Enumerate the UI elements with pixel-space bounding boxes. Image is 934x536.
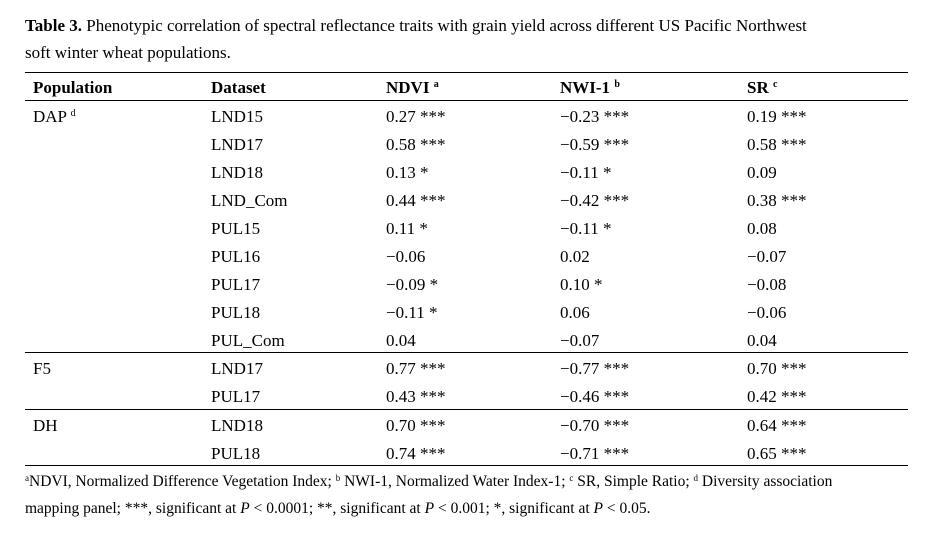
cell-ndvi: −0.09 * — [386, 275, 439, 294]
header-dataset: Dataset — [211, 78, 266, 97]
header-rule — [25, 100, 908, 101]
footnote-mark-c: c — [569, 473, 574, 483]
footnote-line2: mapping panel; ***, significant at P < 0… — [25, 500, 651, 517]
cell-sr: 0.64 *** — [747, 416, 807, 435]
cell-ndvi: 0.74 *** — [386, 444, 446, 463]
cell-sr: −0.07 — [747, 247, 787, 266]
cell-sr: 0.65 *** — [747, 444, 807, 463]
cell-ndvi: −0.06 — [386, 247, 426, 266]
cell-dataset: PUL_Com — [211, 331, 285, 350]
caption-text-line2: soft winter wheat populations. — [25, 43, 231, 62]
footnote-mark-b: b — [335, 473, 341, 483]
group-separator-rule — [25, 352, 908, 353]
footnote-mark-a: a — [25, 473, 29, 483]
header-ndvi: NDVI a — [386, 78, 439, 97]
cell-ndvi: 0.58 *** — [386, 135, 446, 154]
cell-ndvi: 0.44 *** — [386, 191, 446, 210]
table-caption: Table 3. Phenotypic correlation of spect… — [25, 12, 910, 66]
cell-sr: 0.42 *** — [747, 387, 807, 406]
cell-nwi: −0.07 — [560, 331, 600, 350]
cell-sr: 0.04 — [747, 331, 777, 350]
cell-dataset: PUL15 — [211, 219, 261, 238]
top-rule — [25, 72, 908, 73]
header-sr: SR c — [747, 78, 778, 97]
cell-sr: 0.09 — [747, 163, 777, 182]
cell-dataset: LND18 — [211, 163, 263, 182]
footnote-mark-d: d — [693, 473, 699, 483]
cell-dataset: LND_Com — [211, 191, 288, 210]
header-sr-footnote-mark: c — [772, 79, 778, 90]
bottom-rule — [25, 465, 908, 466]
header-nwi-footnote-mark: b — [614, 79, 620, 90]
cell-ndvi: −0.11 * — [386, 303, 438, 322]
cell-sr: 0.58 *** — [747, 135, 807, 154]
cell-ndvi: 0.11 * — [386, 219, 428, 238]
header-population: Population — [33, 78, 113, 97]
cell-nwi: 0.02 — [560, 247, 590, 266]
cell-nwi: −0.11 * — [560, 163, 612, 182]
header-nwi: NWI-1 b — [560, 78, 620, 97]
cell-sr: −0.06 — [747, 303, 787, 322]
cell-nwi: −0.70 *** — [560, 416, 630, 435]
cell-sr: 0.19 *** — [747, 107, 807, 126]
table-label: Table 3. — [25, 16, 83, 35]
cell-sr: 0.08 — [747, 219, 777, 238]
cell-ndvi: 0.43 *** — [386, 387, 446, 406]
cell-dataset: PUL16 — [211, 247, 261, 266]
caption-text-line1: Phenotypic correlation of spectral refle… — [82, 16, 807, 35]
cell-dataset: LND17 — [211, 359, 263, 378]
cell-nwi: −0.77 *** — [560, 359, 630, 378]
cell-nwi: −0.11 * — [560, 219, 612, 238]
cell-nwi: −0.71 *** — [560, 444, 630, 463]
cell-ndvi: 0.77 *** — [386, 359, 446, 378]
cell-dataset: LND15 — [211, 107, 263, 126]
cell-ndvi: 0.27 *** — [386, 107, 446, 126]
cell-nwi: −0.46 *** — [560, 387, 630, 406]
group-separator-rule — [25, 409, 908, 410]
cell-dataset: PUL18 — [211, 444, 261, 463]
cell-nwi: 0.10 * — [560, 275, 603, 294]
cell-nwi: 0.06 — [560, 303, 590, 322]
cell-ndvi: 0.04 — [386, 331, 416, 350]
population-footnote-mark: d — [70, 108, 76, 119]
cell-nwi: −0.23 *** — [560, 107, 630, 126]
cell-sr: 0.38 *** — [747, 191, 807, 210]
cell-ndvi: 0.13 * — [386, 163, 429, 182]
cell-dataset: PUL17 — [211, 275, 261, 294]
footnote-line1: aNDVI, Normalized Difference Vegetation … — [25, 473, 833, 490]
cell-nwi: −0.59 *** — [560, 135, 630, 154]
cell-dataset: LND18 — [211, 416, 263, 435]
cell-ndvi: 0.70 *** — [386, 416, 446, 435]
population-label: DAP d — [33, 107, 76, 126]
population-label: F5 — [33, 359, 51, 378]
cell-sr: −0.08 — [747, 275, 787, 294]
cell-sr: 0.70 *** — [747, 359, 807, 378]
header-ndvi-footnote-mark: a — [433, 79, 439, 90]
cell-dataset: PUL18 — [211, 303, 261, 322]
population-label: DH — [33, 416, 58, 435]
cell-dataset: PUL17 — [211, 387, 261, 406]
cell-nwi: −0.42 *** — [560, 191, 630, 210]
cell-dataset: LND17 — [211, 135, 263, 154]
